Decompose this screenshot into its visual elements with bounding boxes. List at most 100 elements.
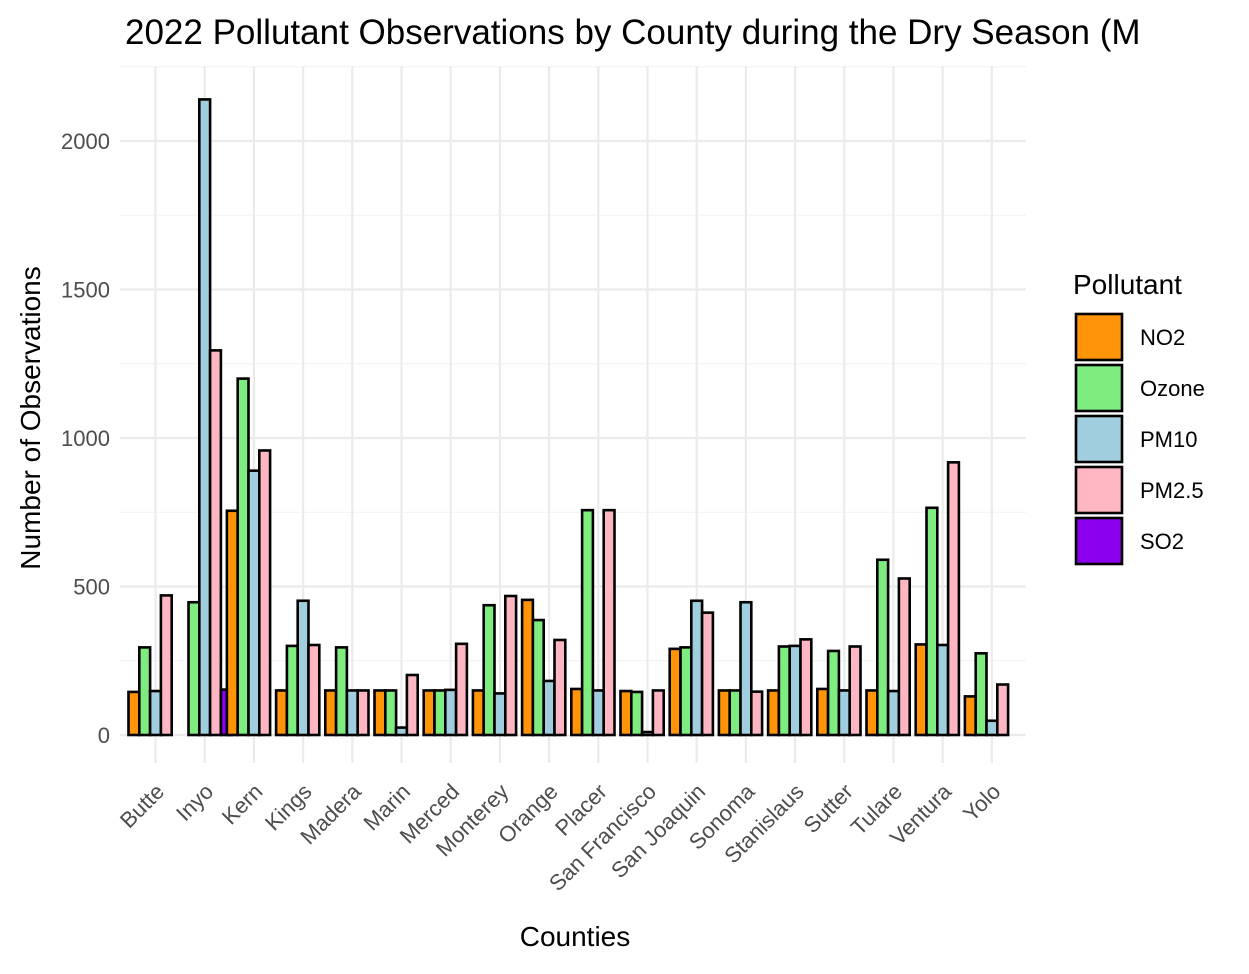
legend-label: PM10 [1140, 427, 1197, 452]
bar-orange-pm25 [553, 638, 567, 737]
y-axis: 0 500 1000 1500 2000 [61, 129, 110, 748]
bar-san-joaquin-pm25 [700, 611, 715, 737]
bar-placer-ozone [580, 508, 595, 737]
legend-label: NO2 [1140, 325, 1185, 350]
bar-kings-ozone [285, 644, 299, 737]
legend-label: SO2 [1140, 529, 1184, 554]
x-tick-label: Kern [217, 779, 268, 830]
legend-key-pm25 [1074, 465, 1124, 515]
bar-marin-pm25 [405, 673, 419, 737]
y-tick-label: 0 [98, 723, 110, 748]
bar-kern-no2 [225, 509, 239, 737]
bar-kings-no2 [274, 689, 289, 737]
bar-tulare-ozone [875, 558, 890, 737]
legend: Pollutant NO2 Ozone PM10 PM2.5 SO2 [1073, 269, 1205, 566]
bar-stanislaus-pm10 [788, 644, 802, 737]
y-tick-label: 1500 [61, 278, 110, 303]
bar-marin-pm10 [394, 726, 409, 737]
y-axis-title: Number of Observations [15, 266, 46, 569]
bar-stanislaus-pm25 [799, 638, 813, 737]
bar-sutter-ozone [826, 649, 841, 737]
y-tick-label: 1000 [61, 426, 110, 451]
bar-ventura-no2 [914, 643, 928, 737]
bar-san-francisco-pm25 [651, 689, 666, 737]
bar-merced-ozone [433, 689, 447, 737]
bar-kern-pm25 [257, 449, 272, 737]
bar-yolo-pm10 [985, 719, 999, 737]
bar-san-francisco-ozone [629, 690, 644, 737]
bar-sutter-pm10 [837, 689, 852, 737]
bar-ventura-pm10 [935, 643, 950, 737]
x-tick-label: Sutter [799, 779, 858, 838]
bar-sonoma-pm10 [739, 600, 753, 737]
bar-san-joaquin-pm10 [689, 599, 704, 737]
bar-tulare-no2 [865, 689, 879, 737]
bar-kern-pm10 [247, 469, 261, 737]
bar-yolo-pm25 [995, 683, 1010, 737]
bar-placer-pm25 [602, 508, 616, 737]
x-tick-label: Butte [115, 779, 169, 833]
x-axis-title: Counties [520, 921, 631, 952]
bar-merced-pm25 [454, 642, 469, 737]
bar-san-francisco-no2 [619, 689, 633, 737]
bar-ventura-pm25 [946, 461, 961, 737]
bar-merced-pm10 [443, 688, 458, 737]
bar-kings-pm10 [296, 599, 310, 737]
bar-san-francisco-pm10 [640, 730, 655, 737]
bar-butte-no2 [127, 690, 141, 737]
bar-yolo-ozone [974, 652, 988, 737]
bar-monterey-pm10 [493, 692, 507, 737]
bar-monterey-ozone [482, 603, 496, 737]
bar-san-joaquin-ozone [679, 646, 693, 737]
bar-marin-no2 [373, 689, 387, 737]
legend-key-so2 [1074, 516, 1124, 566]
bar-tulare-pm10 [886, 689, 901, 737]
bar-marin-ozone [383, 689, 398, 737]
bar-butte-ozone [138, 646, 152, 737]
bar-orange-pm10 [542, 679, 556, 737]
legend-title: Pollutant [1073, 269, 1182, 300]
legend-label: Ozone [1140, 376, 1205, 401]
chart-title: 2022 Pollutant Observations by County du… [125, 13, 1141, 52]
bar-inyo-pm10 [198, 98, 212, 737]
bar-inyo-ozone [187, 600, 201, 737]
bar-orange-ozone [531, 618, 546, 737]
bar-placer-pm10 [591, 689, 606, 737]
legend-key-ozone [1074, 363, 1124, 413]
bar-madera-pm10 [345, 689, 359, 737]
bar-sutter-no2 [815, 687, 830, 737]
legend-key-no2 [1074, 312, 1124, 362]
bar-placer-no2 [569, 687, 584, 737]
bar-yolo-no2 [963, 695, 978, 737]
bar-ventura-ozone [925, 506, 939, 737]
bar-kings-pm25 [307, 643, 321, 737]
x-axis: Butte InyoKernKingsMaderaMarinMercedMonte… [115, 778, 1005, 896]
bar-madera-no2 [323, 689, 338, 737]
bar-madera-pm25 [356, 689, 370, 737]
bar-orange-no2 [520, 598, 535, 737]
y-tick-label: 500 [73, 575, 110, 600]
bar-san-joaquin-no2 [668, 647, 682, 737]
bar-stanislaus-ozone [777, 645, 792, 737]
bar-butte-pm25 [159, 594, 173, 737]
bar-kern-ozone [236, 377, 250, 737]
bar-sutter-pm25 [848, 645, 862, 737]
bar-tulare-pm25 [897, 577, 912, 737]
x-tick-label: Inyo [171, 779, 218, 826]
bar-sonoma-ozone [728, 689, 742, 737]
bar-monterey-pm25 [503, 594, 518, 737]
bar-stanislaus-no2 [766, 689, 781, 737]
x-tick-label: Yolo [958, 779, 1005, 826]
bar-monterey-no2 [471, 689, 485, 737]
bar-butte-pm10 [148, 689, 163, 737]
bar-sonoma-pm25 [749, 690, 764, 737]
legend-key-pm10 [1074, 414, 1124, 464]
bar-inyo-pm25 [208, 349, 223, 737]
bar-merced-no2 [422, 689, 436, 737]
bar-sonoma-no2 [717, 689, 732, 737]
bars-layer [127, 98, 1010, 737]
legend-label: PM2.5 [1140, 478, 1204, 503]
bar-madera-ozone [334, 646, 349, 737]
